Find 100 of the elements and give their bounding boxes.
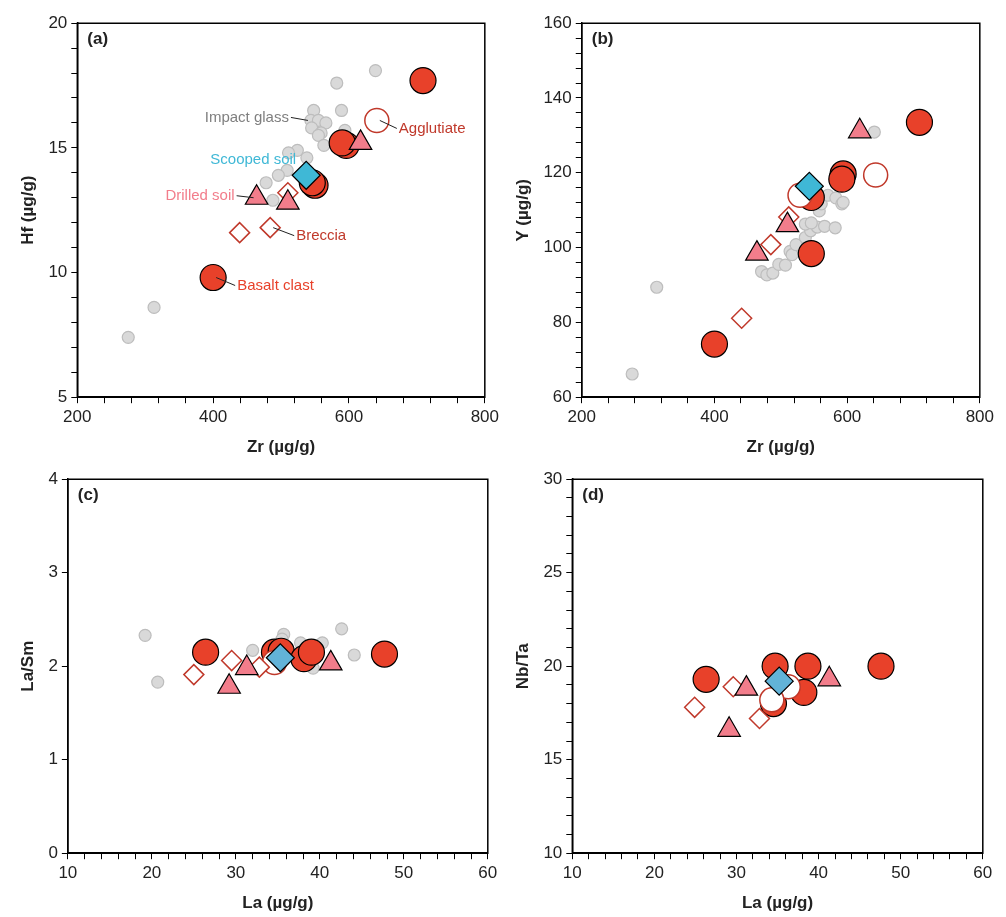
- point: [259, 176, 273, 190]
- y-axis-title: Y (µg/g): [512, 179, 532, 242]
- x-tick-label: 800: [470, 407, 500, 427]
- x-tick-label: 60: [478, 863, 498, 883]
- point: [319, 116, 333, 130]
- x-tick-label: 600: [334, 407, 364, 427]
- point: [804, 216, 818, 230]
- point: [759, 687, 785, 713]
- y-tick-label: 30: [543, 468, 563, 488]
- point: [330, 76, 344, 90]
- point: [748, 707, 771, 730]
- point: [817, 219, 832, 233]
- chart-title: (a): [87, 29, 109, 49]
- point: [692, 665, 720, 693]
- x-axis-title: La (µg/g): [741, 893, 814, 913]
- point: [199, 263, 227, 292]
- x-tick-label: 800: [965, 407, 995, 427]
- point: [228, 221, 251, 244]
- point: [265, 643, 295, 673]
- point: [650, 280, 664, 294]
- point: [317, 138, 331, 152]
- x-axis-title: La (µg/g): [242, 893, 314, 913]
- x-tick-label: 40: [310, 863, 330, 883]
- point: [797, 239, 825, 268]
- point: [347, 648, 361, 662]
- point: [151, 675, 165, 689]
- series-label: Breccia: [296, 225, 347, 243]
- point: [867, 652, 895, 680]
- x-tick-label: 30: [727, 863, 746, 883]
- point: [259, 216, 281, 239]
- y-tick-label: 10: [48, 262, 68, 282]
- y-tick-label: 10: [543, 842, 563, 862]
- x-axis-title: Zr (µg/g): [746, 437, 815, 457]
- y-tick-label: 140: [543, 87, 572, 107]
- x-tick-label: 60: [973, 863, 993, 883]
- chart-title: (c): [77, 485, 99, 505]
- point: [778, 258, 793, 272]
- point: [794, 171, 824, 201]
- point: [300, 151, 314, 165]
- series-label: Basalt clast: [237, 275, 315, 293]
- point: [867, 125, 881, 139]
- point: [335, 622, 349, 636]
- y-tick-label: 15: [48, 137, 68, 157]
- x-tick-label: 400: [700, 407, 729, 427]
- point: [625, 367, 639, 381]
- series-label: Scooped soil: [210, 150, 297, 168]
- y-tick-label: 4: [48, 468, 58, 488]
- x-tick-label: 50: [891, 863, 911, 883]
- x-tick-label: 50: [394, 863, 414, 883]
- y-tick-label: 20: [48, 12, 68, 32]
- point: [905, 108, 934, 136]
- point: [683, 696, 706, 719]
- y-axis-title: Nb/Ta: [512, 642, 532, 690]
- y-tick-label: 160: [543, 12, 572, 32]
- x-tick-label: 600: [832, 407, 862, 427]
- y-tick-label: 20: [543, 655, 563, 675]
- y-tick-label: 3: [48, 562, 58, 582]
- point: [700, 330, 729, 358]
- series-label: Drilled soil: [165, 185, 235, 203]
- point: [368, 63, 383, 78]
- point: [730, 307, 753, 330]
- point: [138, 628, 152, 642]
- y-tick-label: 25: [543, 562, 563, 582]
- point: [220, 649, 243, 672]
- point: [370, 640, 399, 668]
- y-tick-label: 1: [48, 749, 58, 769]
- y-axis-title: Hf (µg/g): [17, 175, 37, 245]
- point: [183, 663, 205, 686]
- point: [147, 300, 161, 315]
- y-tick-label: 120: [543, 162, 572, 182]
- point: [266, 193, 280, 207]
- point: [760, 233, 782, 256]
- y-tick-label: 0: [48, 842, 58, 862]
- chart-title: (b): [591, 29, 614, 49]
- x-tick-label: 20: [142, 863, 162, 883]
- x-tick-label: 400: [198, 407, 228, 427]
- point: [297, 638, 326, 666]
- y-axis-title: La/Sm: [17, 640, 37, 692]
- x-axis-title: Zr (µg/g): [246, 437, 316, 457]
- point: [785, 248, 799, 262]
- point: [764, 666, 794, 696]
- point: [409, 66, 437, 95]
- point: [794, 652, 822, 680]
- y-tick-label: 2: [48, 655, 58, 675]
- y-tick-label: 15: [543, 749, 563, 769]
- y-tick-label: 5: [57, 386, 68, 406]
- x-tick-label: 30: [226, 863, 246, 883]
- chart-title: (d): [582, 485, 605, 505]
- point: [766, 266, 780, 280]
- y-tick-label: 100: [543, 237, 572, 257]
- x-tick-label: 200: [63, 407, 92, 427]
- x-tick-label: 20: [644, 863, 664, 883]
- point: [271, 168, 285, 182]
- point: [828, 165, 856, 193]
- x-tick-label: 40: [809, 863, 829, 883]
- point: [828, 221, 842, 235]
- point: [334, 103, 349, 118]
- series-label: Agglutiate: [398, 118, 466, 136]
- y-tick-label: 60: [552, 386, 572, 406]
- y-tick-label: 80: [552, 312, 572, 332]
